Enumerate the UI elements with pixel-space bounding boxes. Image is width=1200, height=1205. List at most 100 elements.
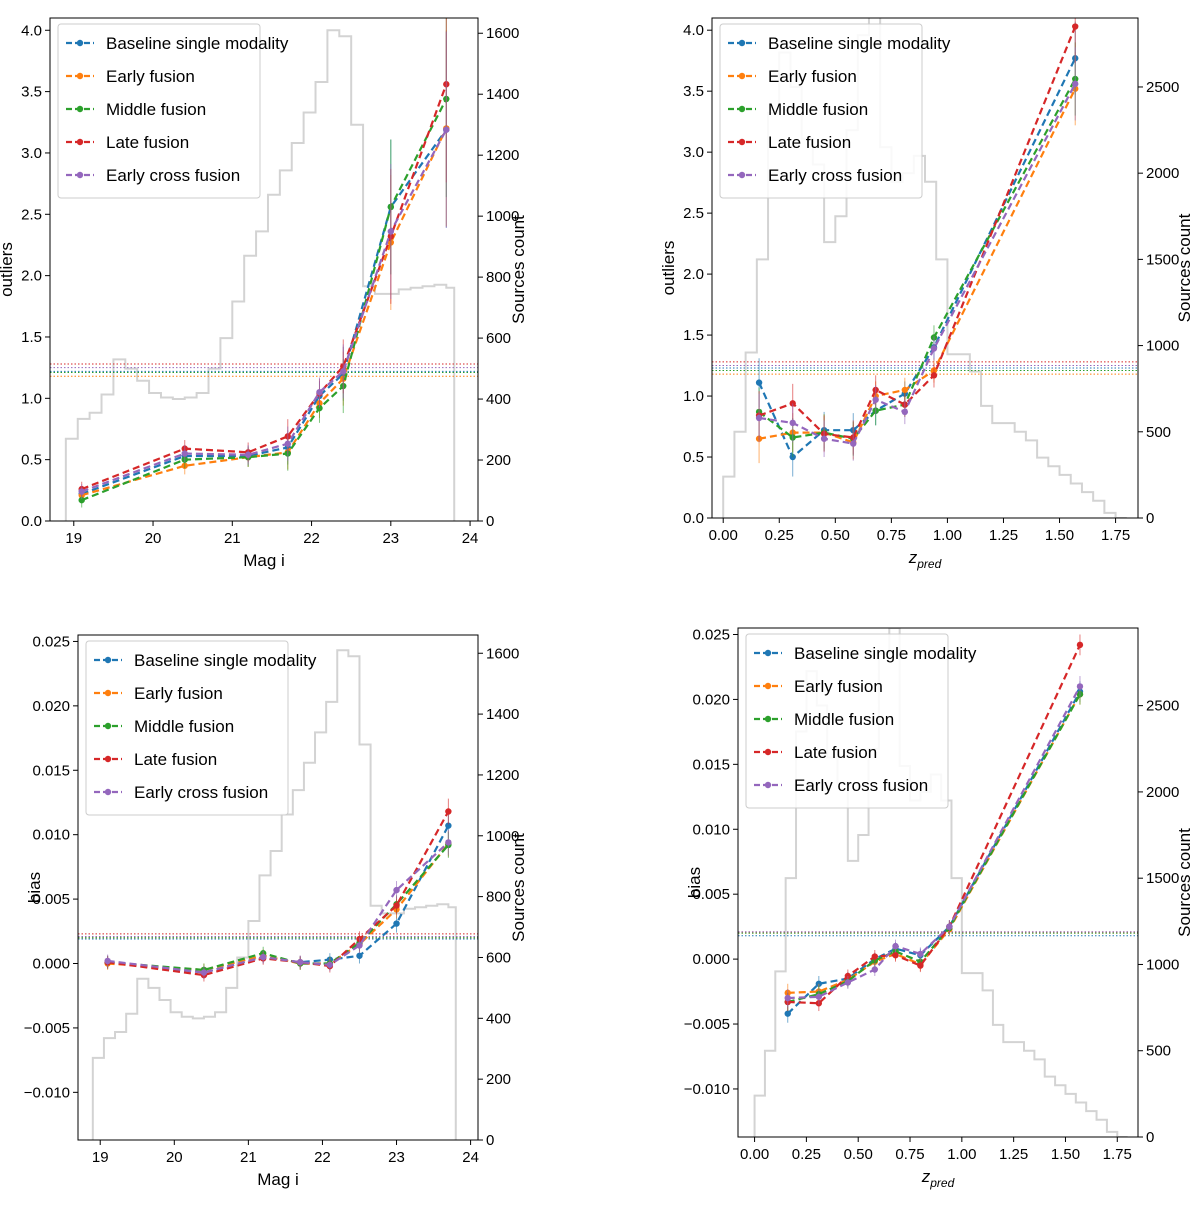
data-point [340,368,347,375]
legend-item-1: Baseline single modality [94,651,317,670]
series-line [81,127,448,497]
x-tick-label: 1.50 [1045,527,1074,544]
data-point [356,952,363,959]
data-point [1076,683,1084,690]
y2-axis-label: Sources count [509,833,528,942]
legend-item-4: Late fusion [94,750,217,769]
y-tick-label: 0.010 [32,827,70,844]
legend-item-3: Middle fusion [754,710,894,729]
data-point [755,379,763,386]
y2-tick-label: 1400 [486,86,519,103]
y-tick-label: 0.000 [32,956,70,973]
legend-label: Early cross fusion [106,166,240,185]
data-point [443,126,450,133]
plot-frame [77,634,479,1141]
data-point [200,969,208,976]
legend-label: Middle fusion [134,717,234,736]
y-tick-label: 1.5 [21,329,42,346]
series-3 [104,832,452,977]
y-tick-label: 2.5 [683,205,704,222]
legend-label: Late fusion [106,133,189,152]
legend-marker [738,171,746,179]
y-tick-label: 2.0 [21,268,42,285]
histogram [91,649,457,1140]
y2-tick-label: 1500 [1146,251,1179,268]
plot-frame [49,17,479,522]
x-axis-label-main: Mag i [243,551,285,570]
y2-tick-label: 400 [486,1010,511,1027]
y2-tick-label: 500 [1146,424,1171,441]
y-tick-label: 0.020 [692,691,730,708]
legend-box [719,23,923,199]
y2-tick-label: 0 [486,513,494,530]
x-tick-label: 0.50 [844,1146,873,1163]
plot-area [712,18,1138,518]
y2-tick-label: 0 [486,1132,494,1149]
y-axis-label: bias [685,867,704,898]
y-axis-label: bias [25,872,44,903]
y2-tick-label: 200 [486,1071,511,1088]
y2-tick-label: 800 [486,269,511,286]
data-point [917,950,924,958]
y-tick-label: −0.010 [24,1084,70,1101]
data-point [297,959,304,966]
legend-label: Baseline single modality [768,34,951,53]
x-tick-label: 0.50 [821,527,850,544]
x-axis-label-main: z [908,548,918,567]
legend-marker [76,72,84,80]
panel-2: 0.00 0.25 0.50 0.75 1.00 1.25 1.50 1.750.00.51.… [659,17,1194,571]
legend-label: Late fusion [794,743,877,762]
plot-frame [737,627,1139,1138]
legend-label: Baseline single modality [794,644,977,663]
y2-tick-label: 1000 [1146,956,1179,973]
series-line [107,810,450,977]
legend-box [57,23,261,199]
series-line [758,88,1077,444]
y2-tick-label: 1600 [486,645,519,662]
legend-label: Early fusion [106,67,195,86]
data-point [104,957,111,965]
y-tick-label: 1.0 [683,388,704,405]
x-axis-label-main: Mag i [257,1170,299,1189]
y2-tick-label: 0 [1146,510,1154,527]
data-point [445,822,452,829]
y2-tick-label: 800 [486,889,511,906]
data-point [820,435,828,442]
x-tick-label: 21 [224,530,241,547]
y-tick-label: 1.0 [21,390,42,407]
legend-marker [76,105,84,113]
y2-tick-label: 600 [486,949,511,966]
data-point [316,388,323,396]
x-tick-label: 1.75 [1103,1146,1132,1163]
legend-label: Late fusion [768,133,851,152]
y2-tick-label: 1000 [486,208,519,225]
x-axis-label-sub: pred [929,1176,954,1190]
y2-tick-label: 600 [486,330,511,347]
x-tick-label: 1.25 [989,527,1018,544]
data-point [356,942,363,949]
data-point [393,886,400,894]
legend-item-5: Early cross fusion [754,776,928,795]
data-point [844,979,852,986]
series-line [81,83,448,491]
legend-item-1: Baseline single modality [754,644,977,663]
legend-label: Early cross fusion [768,166,902,185]
data-point [892,952,899,959]
y2-tick-label: 0 [1146,1129,1154,1146]
x-tick-label: 0.00 [709,527,738,544]
y2-tick-label: 200 [486,452,511,469]
x-tick-label: 19 [65,530,82,547]
legend-marker [104,755,112,763]
data-point [850,440,857,447]
x-tick-label: 24 [462,530,479,547]
histogram [64,29,456,521]
y-tick-label: 1.5 [683,327,704,344]
x-axis-label-sub: pred [916,557,941,571]
series-1 [104,812,452,979]
data-point [326,961,334,968]
x-tick-label: 1.00 [933,527,962,544]
legend-marker [764,682,772,690]
legend-item-2: Early fusion [66,67,195,86]
x-axis-label: Mag i [257,1170,299,1189]
